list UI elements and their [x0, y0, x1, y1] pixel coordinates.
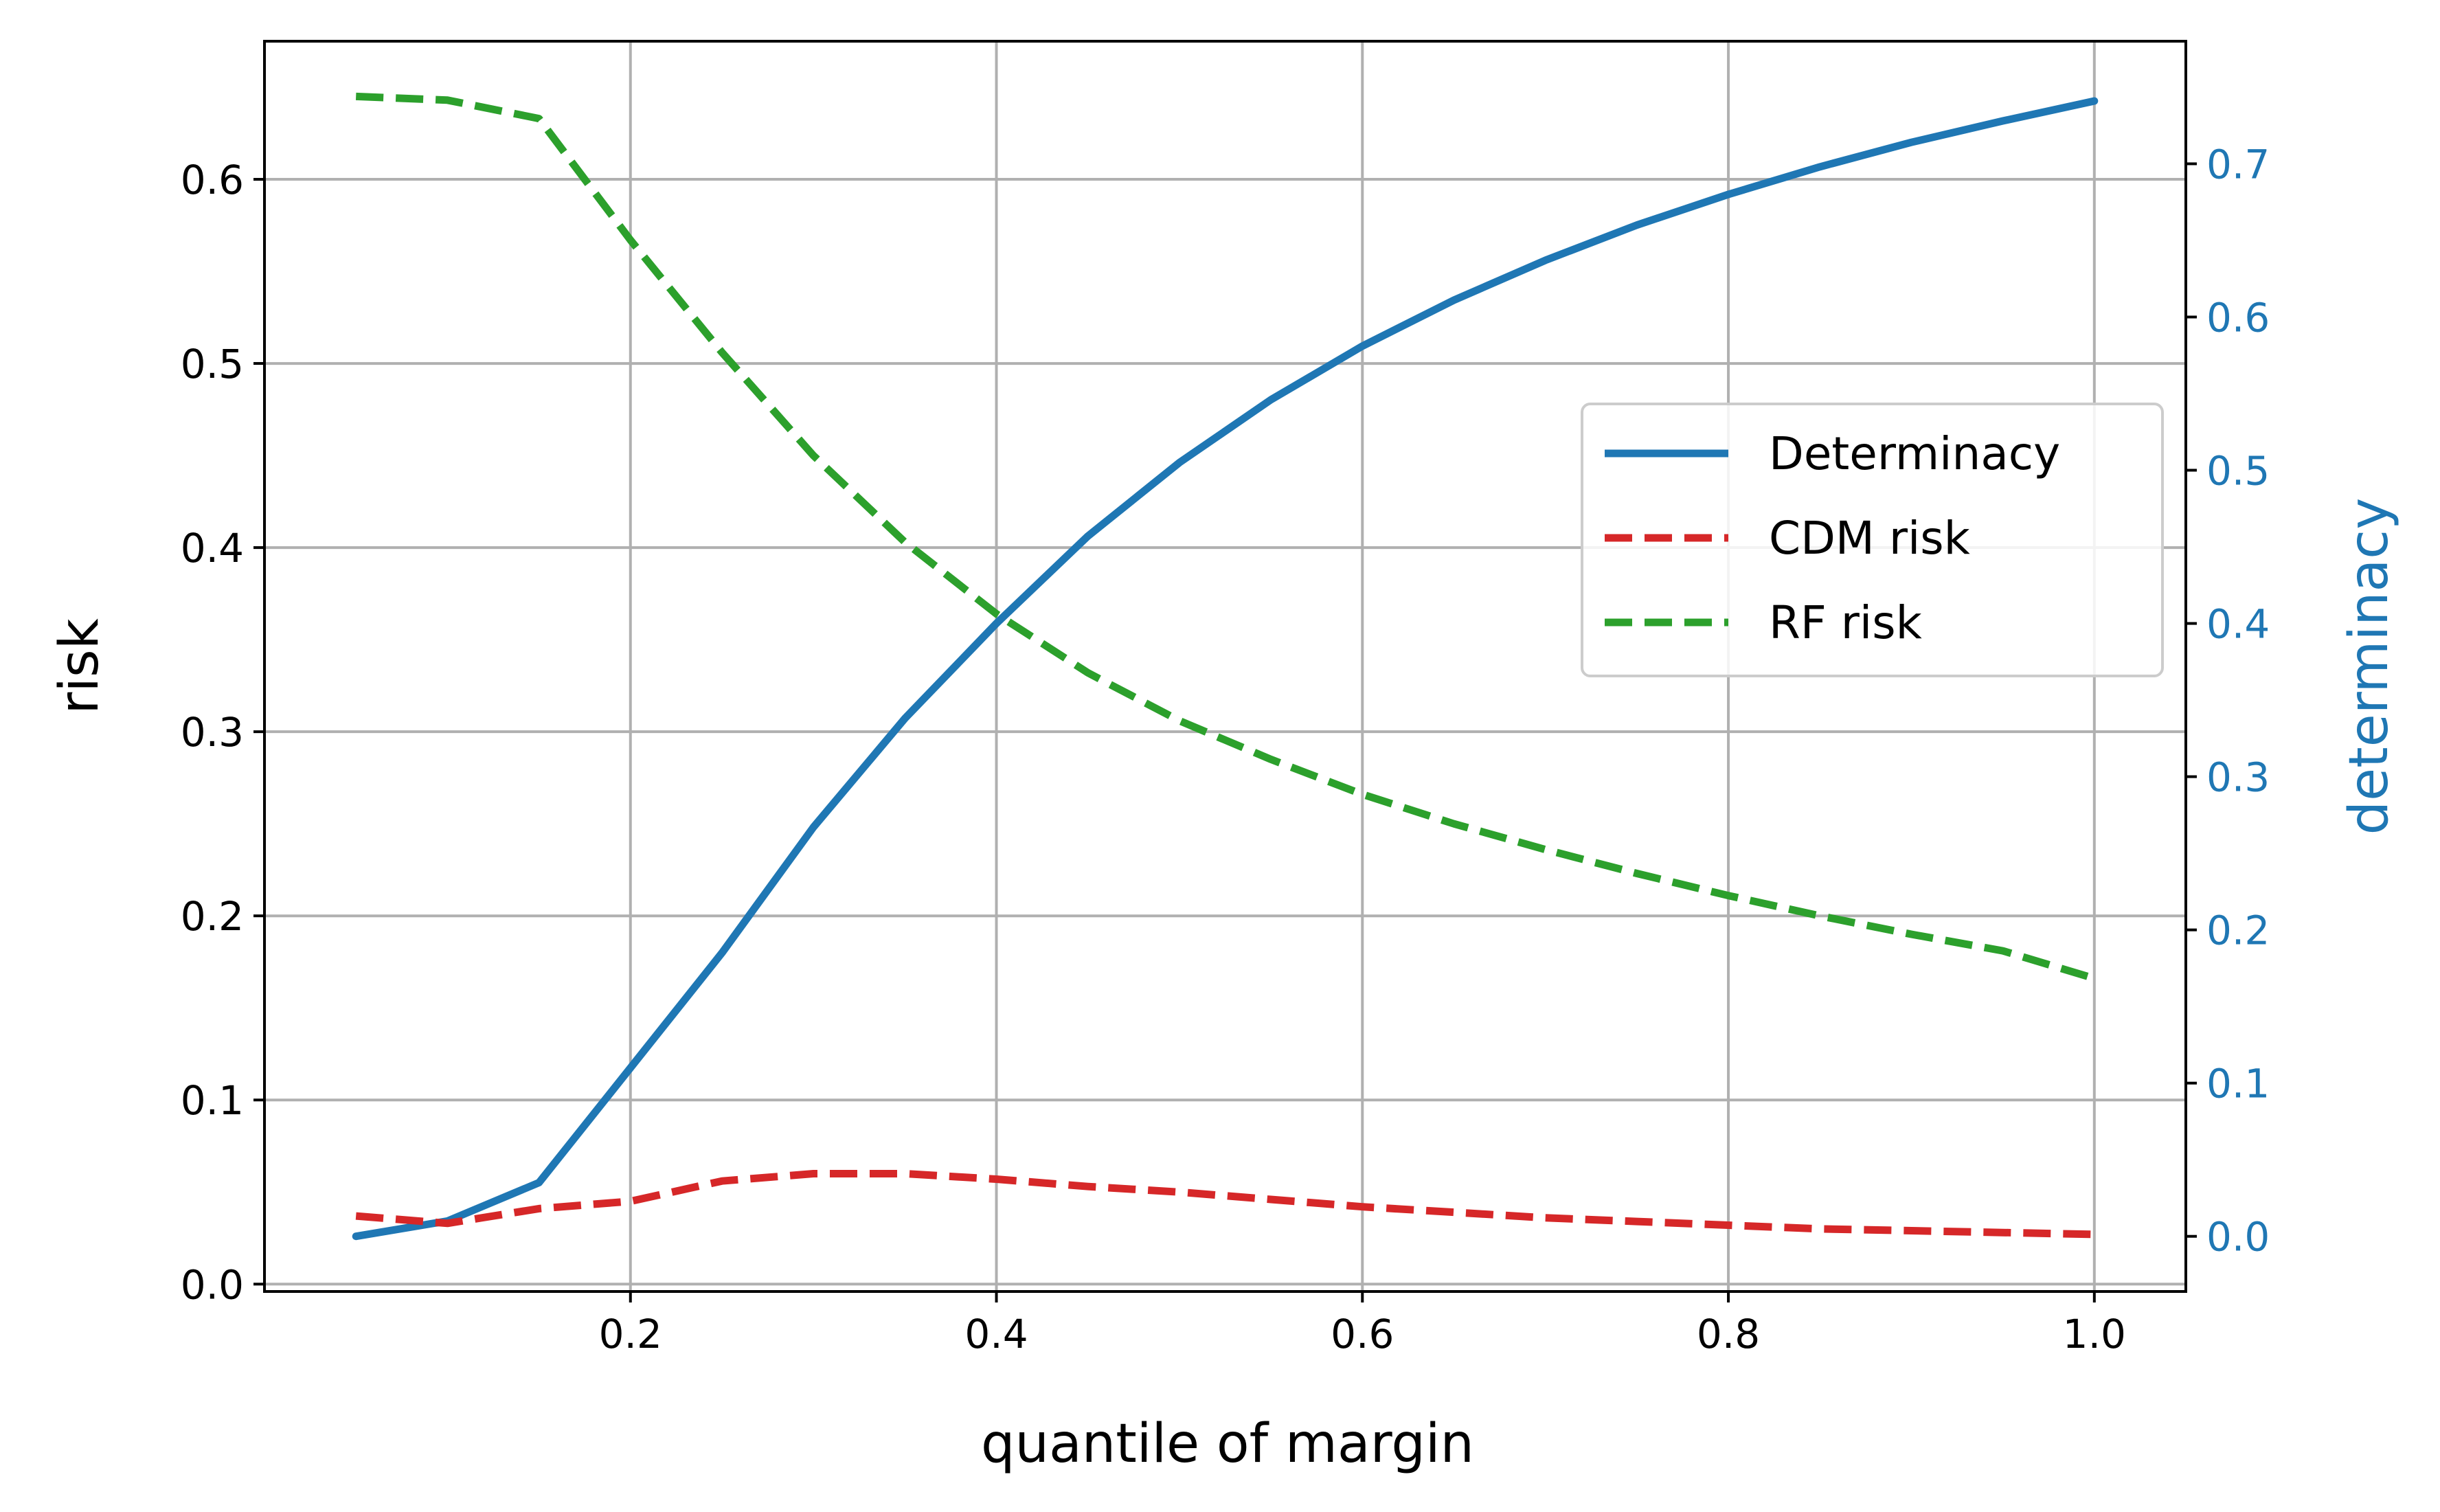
y-right-tick-label: 0.1 [2206, 1061, 2270, 1107]
series-line-rf-risk [355, 92, 2096, 982]
y-right-tick-label: 0.0 [2206, 1214, 2270, 1261]
y-right-tick-label: 0.6 [2206, 294, 2270, 341]
y-tick-label: 0.5 [181, 341, 244, 387]
x-axis-ticks: 0.2 0.4 0.6 0.8 1.0 [599, 1291, 2126, 1357]
y-axis-label: risk [49, 618, 111, 714]
y-right-tick-label: 0.2 [2206, 907, 2270, 954]
x-tick-label: 0.4 [964, 1311, 1028, 1357]
legend-label-rf-risk: RF risk [1769, 596, 1923, 649]
x-tick-label: 0.6 [1331, 1311, 1394, 1357]
y-right-axis-label: determinacy [2338, 498, 2400, 835]
y-tick-label: 0.2 [181, 893, 244, 940]
series-layer [352, 92, 2099, 1241]
x-tick-label: 0.8 [1697, 1311, 1760, 1357]
y-right-tick-label: 0.3 [2206, 754, 2270, 801]
legend: Determinacy CDM risk RF risk [1581, 403, 2164, 677]
series-line-cdm-risk [355, 1170, 2094, 1239]
legend-label-cdm-risk: CDM risk [1769, 512, 1971, 565]
y-tick-label: 0.6 [181, 157, 244, 203]
y-right-tick-label: 0.4 [2206, 601, 2270, 648]
legend-label-determinacy: Determinacy [1769, 427, 2060, 480]
y-tick-label: 0.0 [181, 1261, 244, 1308]
y-right-tick-label: 0.7 [2206, 141, 2270, 188]
x-tick-label: 0.2 [599, 1311, 662, 1357]
y-right-tick-label: 0.5 [2206, 448, 2270, 495]
y-tick-label: 0.3 [181, 709, 244, 756]
y-right-axis-ticks: 0.0 0.1 0.2 0.3 0.4 0.5 0.6 0.7 [2186, 141, 2270, 1261]
x-tick-label: 1.0 [2063, 1311, 2126, 1357]
legend-frame [1581, 403, 2164, 677]
plot-frame [263, 40, 2187, 1293]
x-axis-label: quantile of margin [981, 1413, 1474, 1475]
y-tick-label: 0.1 [181, 1077, 244, 1124]
y-axis-ticks: 0.0 0.1 0.2 0.3 0.4 0.5 0.6 [181, 157, 264, 1308]
series-line-determinacy [352, 97, 2099, 1241]
y-tick-label: 0.4 [181, 525, 244, 572]
